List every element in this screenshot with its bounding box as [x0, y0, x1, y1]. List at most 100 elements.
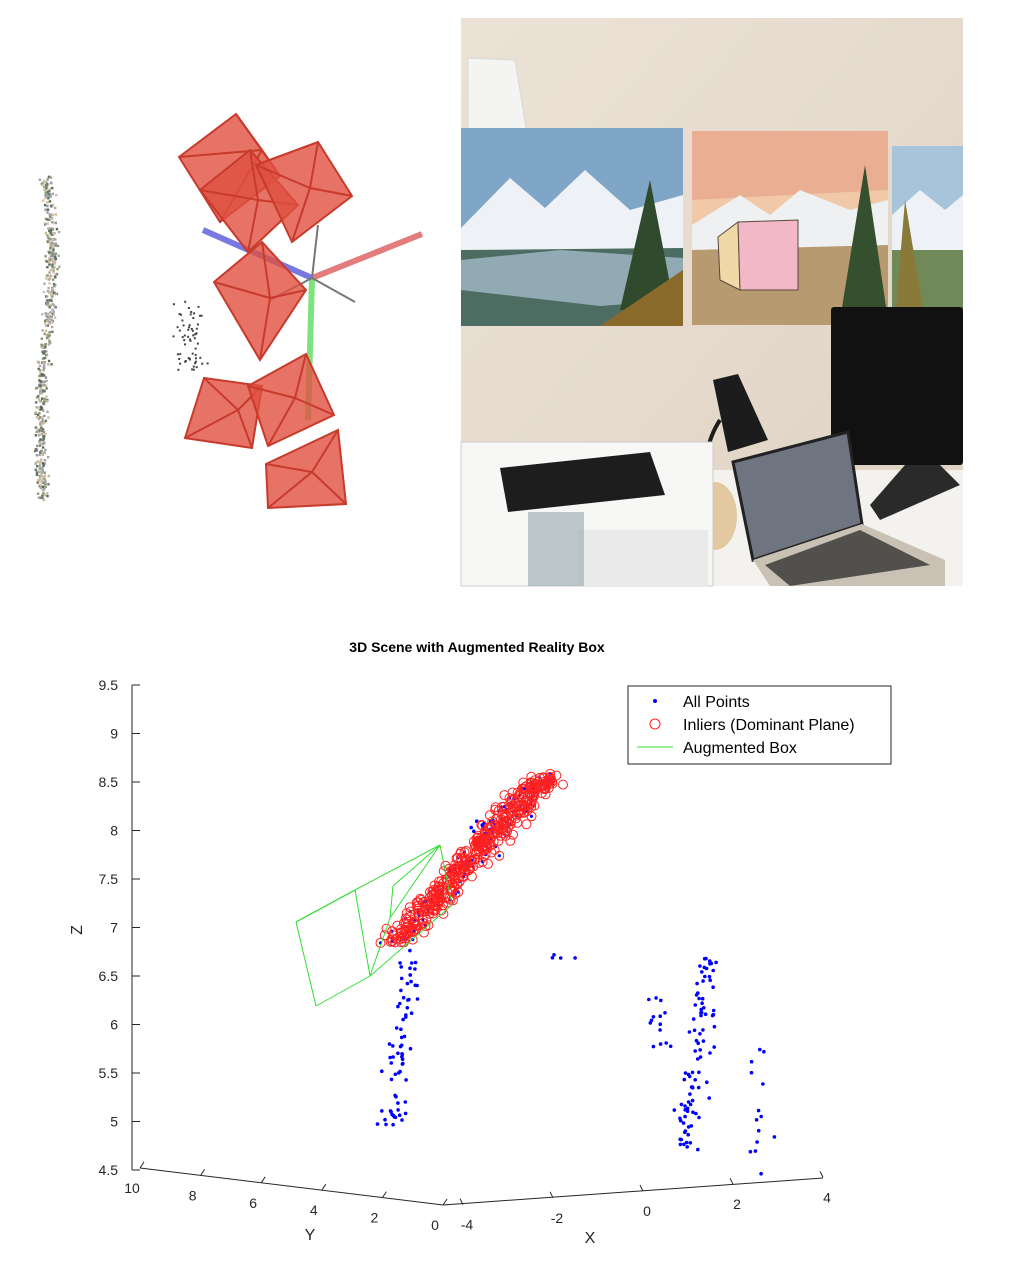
cloud-point [189, 313, 192, 316]
cloud-point [35, 406, 38, 409]
cloud-point [45, 333, 48, 337]
z-tick-label: 6.5 [99, 968, 119, 984]
cloud-point [51, 233, 54, 236]
inlier-marker [524, 788, 535, 798]
inlier-marker [499, 790, 510, 801]
z-axis: 9.5 9 8.5 8 7.5 7 6.5 6 5.5 5 4.5 Z [69, 677, 140, 1178]
data-point [403, 1100, 408, 1104]
data-point [699, 1010, 704, 1015]
y-tick-label: 8 [189, 1187, 197, 1203]
series-inliers [375, 768, 568, 948]
cloud-point [47, 363, 50, 366]
inlier-marker [505, 819, 516, 830]
cloud-point [49, 311, 52, 314]
x-axis-line [442, 1177, 824, 1206]
data-point [398, 1069, 402, 1074]
cloud-point [53, 260, 56, 263]
cloud-point [45, 354, 49, 357]
cloud-point [36, 386, 39, 389]
cloud-point [51, 213, 55, 217]
inlier-marker [543, 773, 554, 784]
cloud-point [34, 434, 38, 437]
inlier-marker [408, 927, 418, 938]
cloud-point [46, 190, 49, 193]
data-point [696, 1085, 701, 1090]
box-edge [392, 844, 441, 887]
cloud-point [37, 496, 41, 499]
data-point [409, 961, 414, 965]
cloud-point [50, 250, 53, 253]
cloud-point [191, 368, 194, 371]
cloud-point [42, 361, 45, 364]
cloud-point [172, 303, 175, 306]
cloud-point [45, 295, 49, 298]
cloud-point [190, 328, 193, 330]
cloud-point [45, 400, 49, 403]
data-point [393, 1072, 398, 1077]
data-point [694, 993, 699, 997]
cloud-point [181, 336, 184, 339]
camera-frustum-edge [235, 113, 263, 151]
y-tick-mark [321, 1183, 327, 1191]
cloud-point [46, 266, 49, 269]
cloud-point [43, 282, 46, 285]
cloud-point [49, 341, 52, 344]
cloud-point [45, 350, 48, 353]
data-point [683, 1130, 687, 1134]
data-point [688, 1102, 693, 1107]
cloud-point [43, 484, 46, 488]
data-point [759, 1171, 763, 1176]
data-point [408, 966, 412, 970]
inlier-marker [388, 930, 399, 941]
camera-frustum-edge [249, 149, 259, 201]
cloud-point [48, 241, 51, 244]
cloud-point [43, 441, 46, 444]
cloud-point [37, 407, 41, 410]
cloud-point [193, 337, 196, 340]
cloud-point [43, 350, 46, 353]
inlier-marker [480, 829, 491, 840]
data-point [375, 1122, 380, 1126]
cloud-point [47, 286, 50, 290]
cloud-point [46, 324, 49, 327]
cloud-point [35, 401, 38, 404]
data-point [389, 1061, 394, 1065]
cloud-point [35, 449, 39, 452]
x-tick-label: 0 [643, 1203, 651, 1219]
cloud-point [52, 232, 55, 235]
inlier-marker [535, 782, 546, 792]
cloud-point [38, 429, 41, 432]
cloud-point [46, 234, 49, 237]
cloud-point [42, 431, 46, 434]
inlier-marker [525, 782, 536, 792]
data-point [683, 1104, 687, 1108]
cloud-point [39, 389, 42, 393]
legend-marker-points [653, 699, 657, 703]
cloud-point [189, 358, 191, 361]
cloud-point [43, 478, 46, 481]
inlier-marker [431, 901, 442, 912]
data-point [711, 1008, 716, 1013]
cloud-point [40, 416, 44, 419]
cloud-point [53, 274, 57, 278]
data-point [697, 996, 701, 1001]
cloud-point [44, 485, 47, 489]
cloud-point [54, 257, 57, 261]
cloud-point [47, 337, 50, 340]
data-point [387, 1042, 392, 1046]
y-axis-label: Y [305, 1227, 316, 1244]
cloud-point [48, 251, 51, 254]
cloud-point [42, 374, 46, 377]
data-point [703, 1012, 708, 1016]
top-figure-panels [33, 18, 963, 587]
cloud-point [41, 469, 44, 472]
x-tick-label: -4 [461, 1217, 474, 1233]
cloud-point [48, 229, 51, 233]
data-point [712, 1045, 716, 1049]
cloud-point [42, 390, 45, 393]
cloud-point [47, 318, 50, 321]
data-point [651, 1044, 656, 1049]
cloud-point [45, 314, 48, 318]
camera-frustum-edge [267, 397, 296, 447]
inlier-marker [520, 795, 531, 806]
